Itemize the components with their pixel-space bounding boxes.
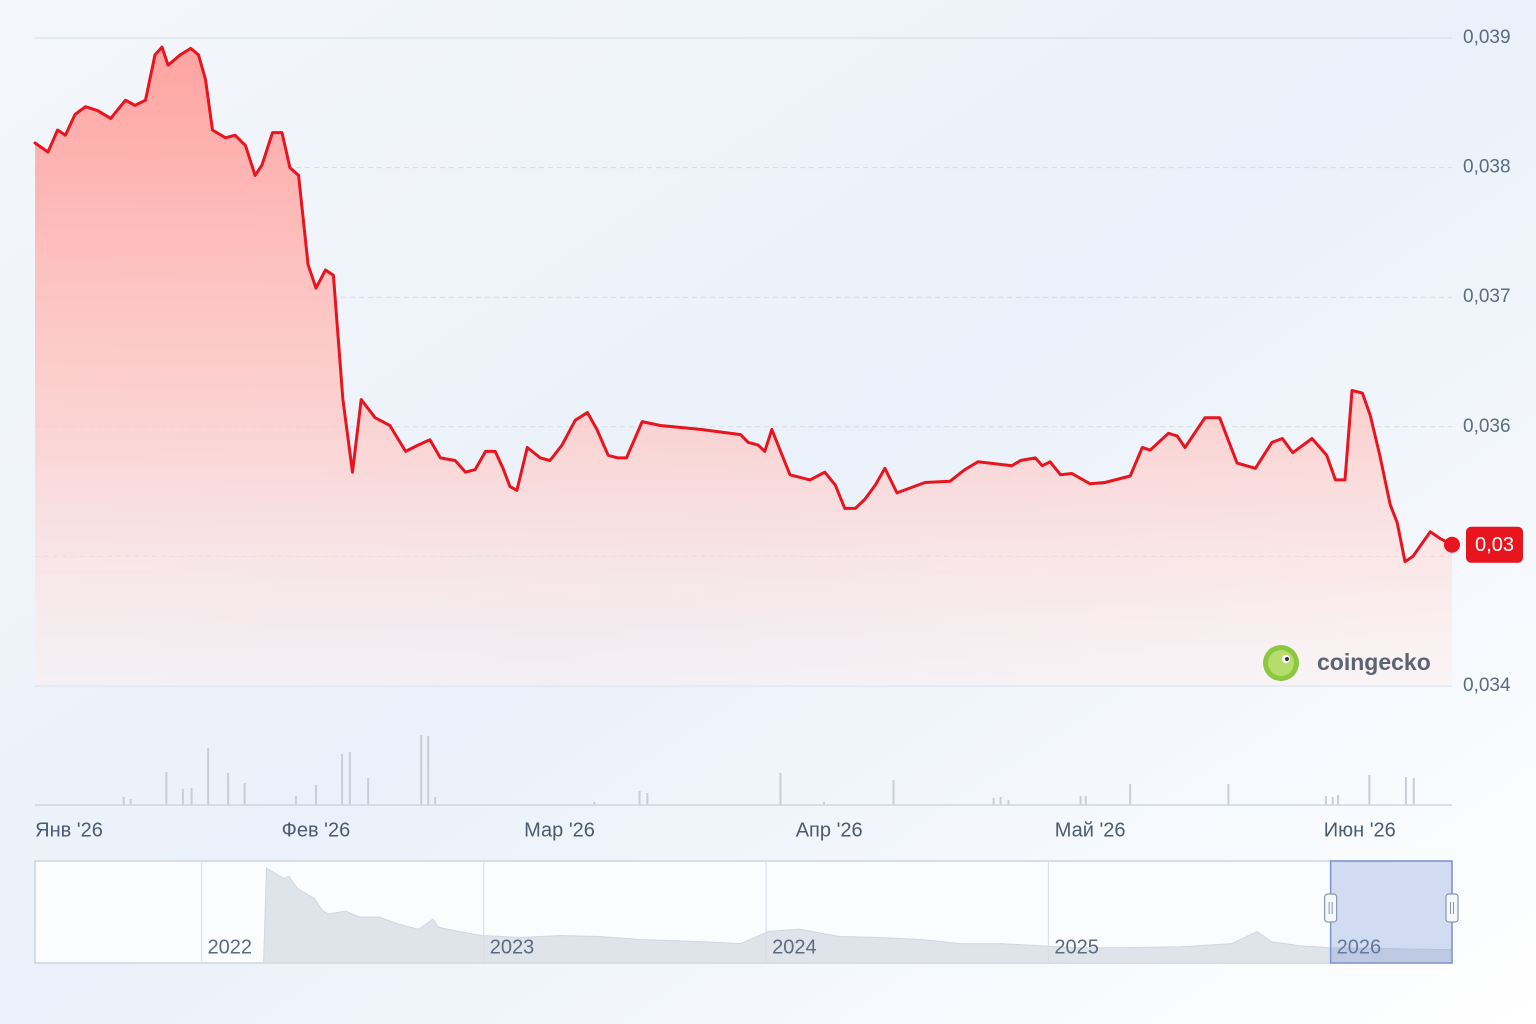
navigator-year-label: 2023	[490, 936, 535, 958]
watermark-text: coingecko	[1317, 649, 1431, 675]
volume-bar	[190, 788, 193, 805]
volume-bar	[434, 797, 437, 805]
x-tick-label: Апр '26	[796, 819, 863, 841]
volume-bar	[243, 783, 246, 805]
volume-bar	[593, 802, 596, 805]
y-tick-label: 0,034	[1463, 675, 1511, 696]
volume-bar	[227, 773, 230, 805]
navigator-year-label: 2022	[208, 936, 253, 958]
navigator-year-label: 2026	[1337, 936, 1382, 958]
volume-bar	[181, 789, 184, 805]
volume-bar	[1084, 796, 1087, 805]
volume-bar	[165, 772, 168, 805]
logo-pupil	[1285, 657, 1289, 661]
y-tick-label: 0,036	[1463, 416, 1511, 437]
volume-bar	[129, 799, 132, 805]
volume-bar	[314, 785, 317, 805]
navigator-year-label: 2024	[772, 936, 817, 958]
x-tick-label: Май '26	[1055, 819, 1126, 841]
volume-bar	[1331, 797, 1334, 805]
volume-bar	[341, 754, 344, 805]
navigator-selection	[1329, 860, 1453, 964]
x-tick-label: Мар '26	[524, 819, 595, 841]
navigator-handle[interactable]	[1324, 893, 1338, 923]
volume-bar	[779, 773, 782, 805]
area	[35, 47, 1452, 687]
navigator-handle[interactable]	[1445, 893, 1459, 923]
volume-bar	[1079, 796, 1082, 805]
x-tick-label: Янв '26	[35, 819, 103, 841]
price-line	[33, 45, 1454, 564]
watermark: coingecko	[1263, 645, 1431, 681]
y-tick-label: 0,037	[1463, 286, 1511, 307]
volume-bar	[427, 736, 430, 805]
last-point	[1444, 536, 1460, 553]
volume-bar	[1368, 775, 1371, 805]
volume-bar	[294, 796, 297, 805]
volume-bar	[999, 797, 1002, 805]
volume-bar	[207, 748, 210, 805]
volume-bar	[992, 798, 995, 805]
volume-bar	[348, 752, 351, 805]
x-tick-label: Фев '26	[282, 819, 351, 841]
y-tick-label: 0,038	[1463, 157, 1511, 178]
volume-bar	[420, 735, 423, 805]
volume-bar	[822, 802, 825, 805]
volume-bar	[367, 778, 370, 805]
navigator-area	[263, 867, 1453, 964]
volume-bar	[1007, 800, 1010, 805]
y-tick-label: 0,039	[1463, 27, 1511, 48]
volume-bar	[1404, 777, 1407, 805]
volume-bar	[1227, 784, 1230, 805]
volume-bar	[1337, 795, 1340, 805]
volume-bar	[1129, 784, 1132, 805]
navigator-year-label: 2025	[1054, 936, 1099, 958]
volume-bar	[122, 797, 125, 805]
volume-bar	[892, 780, 895, 805]
logo-icon-inner	[1268, 650, 1294, 676]
x-tick-label: Июн '26	[1324, 819, 1396, 841]
price-badge-label: 0,03	[1475, 534, 1514, 556]
volume-bar	[646, 793, 649, 805]
price-badge	[1466, 526, 1523, 563]
volume-bar	[638, 791, 641, 805]
volume-bar	[1412, 778, 1415, 805]
volume-bar	[1324, 796, 1327, 805]
